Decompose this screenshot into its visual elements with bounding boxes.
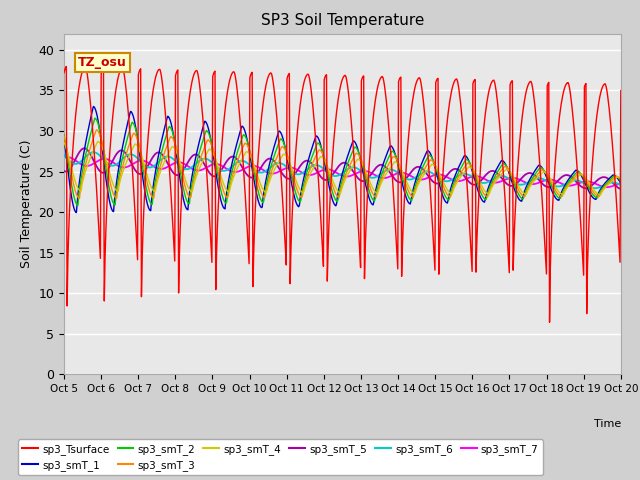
- sp3_smT_4: [428, 162, 435, 168]
- sp3_smT_6: [60, 152, 68, 158]
- Line: sp3_smT_5: sp3_smT_5: [64, 148, 621, 189]
- sp3_smT_3: [70, 183, 78, 189]
- sp3_smT_7: [185, 164, 193, 169]
- Legend: sp3_Tsurface, sp3_smT_1, sp3_smT_2, sp3_smT_3, sp3_smT_4, sp3_smT_5, sp3_smT_6, : sp3_Tsurface, sp3_smT_1, sp3_smT_2, sp3_…: [18, 439, 543, 475]
- sp3_smT_1: [617, 180, 625, 186]
- sp3_smT_7: [60, 155, 68, 161]
- sp3_smT_3: [129, 132, 137, 137]
- sp3_smT_6: [411, 175, 419, 181]
- sp3_smT_3: [186, 194, 193, 200]
- sp3_smT_5: [214, 171, 222, 177]
- sp3_smT_3: [76, 195, 83, 201]
- sp3_smT_3: [428, 157, 436, 163]
- sp3_smT_7: [214, 161, 222, 167]
- sp3_smT_5: [80, 145, 88, 151]
- sp3_smT_2: [129, 120, 137, 126]
- sp3_smT_6: [617, 182, 625, 188]
- sp3_Tsurface: [71, 120, 79, 126]
- sp3_Tsurface: [546, 319, 554, 325]
- sp3_smT_2: [215, 178, 223, 184]
- sp3_smT_2: [91, 115, 99, 121]
- sp3_smT_2: [70, 194, 78, 200]
- sp3_smT_7: [428, 173, 435, 179]
- sp3_smT_4: [411, 191, 419, 196]
- Line: sp3_smT_1: sp3_smT_1: [64, 107, 621, 213]
- sp3_smT_5: [411, 165, 419, 171]
- sp3_smT_2: [60, 132, 68, 137]
- Text: TZ_osu: TZ_osu: [78, 56, 127, 69]
- sp3_Tsurface: [63, 63, 70, 69]
- sp3_smT_4: [597, 192, 605, 198]
- sp3_smT_2: [412, 182, 419, 188]
- sp3_smT_7: [617, 180, 625, 186]
- sp3_smT_5: [60, 168, 68, 174]
- sp3_smT_2: [428, 155, 436, 161]
- Title: SP3 Soil Temperature: SP3 Soil Temperature: [260, 13, 424, 28]
- sp3_smT_3: [412, 186, 419, 192]
- Y-axis label: Soil Temperature (C): Soil Temperature (C): [20, 140, 33, 268]
- sp3_smT_6: [70, 161, 78, 167]
- Line: sp3_smT_2: sp3_smT_2: [64, 118, 621, 205]
- sp3_smT_7: [128, 161, 136, 167]
- sp3_smT_3: [93, 127, 100, 133]
- sp3_smT_1: [186, 190, 193, 196]
- sp3_smT_6: [185, 166, 193, 172]
- sp3_smT_5: [70, 159, 78, 165]
- sp3_smT_7: [63, 154, 71, 160]
- Line: sp3_smT_3: sp3_smT_3: [64, 130, 621, 198]
- sp3_Tsurface: [128, 163, 136, 168]
- sp3_smT_1: [412, 178, 419, 183]
- sp3_Tsurface: [60, 70, 68, 76]
- sp3_smT_6: [591, 185, 599, 191]
- Line: sp3_smT_7: sp3_smT_7: [64, 157, 621, 187]
- sp3_smT_1: [60, 135, 68, 141]
- sp3_smT_1: [90, 104, 97, 109]
- sp3_Tsurface: [411, 85, 419, 91]
- sp3_smT_4: [94, 139, 102, 144]
- sp3_smT_3: [60, 133, 68, 139]
- sp3_smT_4: [70, 175, 78, 180]
- sp3_Tsurface: [185, 100, 193, 106]
- sp3_smT_1: [428, 154, 436, 160]
- sp3_Tsurface: [214, 207, 222, 213]
- sp3_smT_2: [74, 203, 82, 208]
- sp3_smT_4: [60, 140, 68, 145]
- sp3_smT_6: [428, 169, 435, 175]
- sp3_smT_1: [129, 112, 137, 118]
- sp3_smT_3: [617, 177, 625, 182]
- sp3_smT_2: [617, 178, 625, 184]
- Line: sp3_Tsurface: sp3_Tsurface: [64, 66, 621, 322]
- Text: Time: Time: [593, 419, 621, 429]
- sp3_smT_5: [185, 158, 193, 164]
- sp3_smT_5: [617, 186, 625, 192]
- Line: sp3_smT_4: sp3_smT_4: [64, 142, 621, 195]
- sp3_smT_4: [214, 164, 222, 170]
- sp3_smT_1: [72, 210, 80, 216]
- sp3_Tsurface: [428, 199, 435, 205]
- sp3_smT_7: [603, 184, 611, 190]
- sp3_smT_6: [128, 152, 136, 157]
- Line: sp3_smT_6: sp3_smT_6: [64, 152, 621, 188]
- sp3_smT_5: [128, 162, 136, 168]
- sp3_smT_5: [428, 177, 435, 182]
- sp3_smT_7: [411, 175, 419, 181]
- sp3_smT_4: [128, 146, 136, 152]
- sp3_smT_6: [90, 149, 97, 155]
- sp3_smT_1: [215, 188, 223, 193]
- sp3_smT_4: [185, 185, 193, 191]
- sp3_smT_1: [70, 205, 78, 211]
- sp3_Tsurface: [617, 88, 625, 94]
- sp3_smT_2: [186, 201, 193, 207]
- sp3_smT_3: [215, 171, 223, 177]
- sp3_smT_4: [617, 176, 625, 181]
- sp3_smT_7: [71, 157, 79, 163]
- sp3_smT_6: [214, 166, 222, 171]
